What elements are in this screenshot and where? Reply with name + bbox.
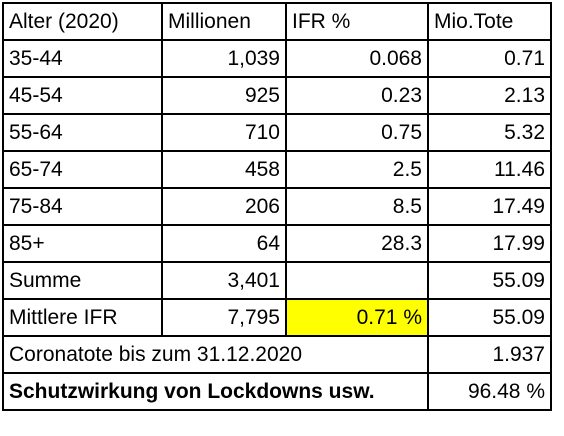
- tote-cell: 2.13: [427, 76, 552, 115]
- age-cell: 75-84: [2, 187, 163, 226]
- summe-tote: 55.09: [427, 261, 552, 300]
- tote-cell: 17.99: [427, 224, 552, 263]
- summe-row: Summe 3,401 55.09: [2, 261, 552, 300]
- millionen-cell: 710: [161, 113, 287, 152]
- table-row: 35-44 1,039 0.068 0.71: [2, 39, 552, 78]
- summe-label: Summe: [2, 261, 163, 300]
- header-ifr: IFR %: [285, 2, 429, 41]
- millionen-cell: 1,039: [161, 39, 287, 78]
- mittlere-label: Mittlere IFR: [2, 298, 163, 337]
- table-row: 75-84 206 8.5 17.49: [2, 187, 552, 226]
- mittlere-tote: 55.09: [427, 298, 552, 337]
- tote-cell: 17.49: [427, 187, 552, 226]
- ifr-cell: 0.75: [285, 113, 429, 152]
- ifr-cell: 0.068: [285, 39, 429, 78]
- coronatote-label: Coronatote bis zum 31.12.2020: [2, 335, 429, 374]
- ifr-table: Alter (2020) Millionen IFR % Mio.Tote 35…: [2, 2, 552, 411]
- ifr-cell: 8.5: [285, 187, 429, 226]
- millionen-cell: 925: [161, 76, 287, 115]
- table-row: 55-64 710 0.75 5.32: [2, 113, 552, 152]
- summe-ifr: [285, 261, 429, 300]
- tote-cell: 5.32: [427, 113, 552, 152]
- mittlere-millionen: 7,795: [161, 298, 287, 337]
- coronatote-value: 1.937: [427, 335, 552, 374]
- tote-cell: 0.71: [427, 39, 552, 78]
- coronatote-row: Coronatote bis zum 31.12.2020 1.937: [2, 335, 552, 374]
- age-cell: 35-44: [2, 39, 163, 78]
- schutzwirkung-value: 96.48 %: [427, 372, 552, 411]
- tote-cell: 11.46: [427, 150, 552, 189]
- millionen-cell: 458: [161, 150, 287, 189]
- age-cell: 45-54: [2, 76, 163, 115]
- mittlere-ifr-highlight: 0.71 %: [285, 298, 429, 337]
- schutzwirkung-row: Schutzwirkung von Lockdowns usw. 96.48 %: [2, 372, 552, 411]
- mittlere-ifr-row: Mittlere IFR 7,795 0.71 % 55.09: [2, 298, 552, 337]
- header-alter: Alter (2020): [2, 2, 163, 41]
- ifr-cell: 28.3: [285, 224, 429, 263]
- age-cell: 55-64: [2, 113, 163, 152]
- ifr-cell: 0.23: [285, 76, 429, 115]
- header-row: Alter (2020) Millionen IFR % Mio.Tote: [2, 2, 552, 41]
- schutzwirkung-label: Schutzwirkung von Lockdowns usw.: [2, 372, 429, 411]
- millionen-cell: 64: [161, 224, 287, 263]
- age-cell: 85+: [2, 224, 163, 263]
- table-row: 45-54 925 0.23 2.13: [2, 76, 552, 115]
- table-row: 65-74 458 2.5 11.46: [2, 150, 552, 189]
- age-cell: 65-74: [2, 150, 163, 189]
- ifr-cell: 2.5: [285, 150, 429, 189]
- table-row: 85+ 64 28.3 17.99: [2, 224, 552, 263]
- millionen-cell: 206: [161, 187, 287, 226]
- header-millionen: Millionen: [161, 2, 287, 41]
- summe-millionen: 3,401: [161, 261, 287, 300]
- header-mio-tote: Mio.Tote: [427, 2, 552, 41]
